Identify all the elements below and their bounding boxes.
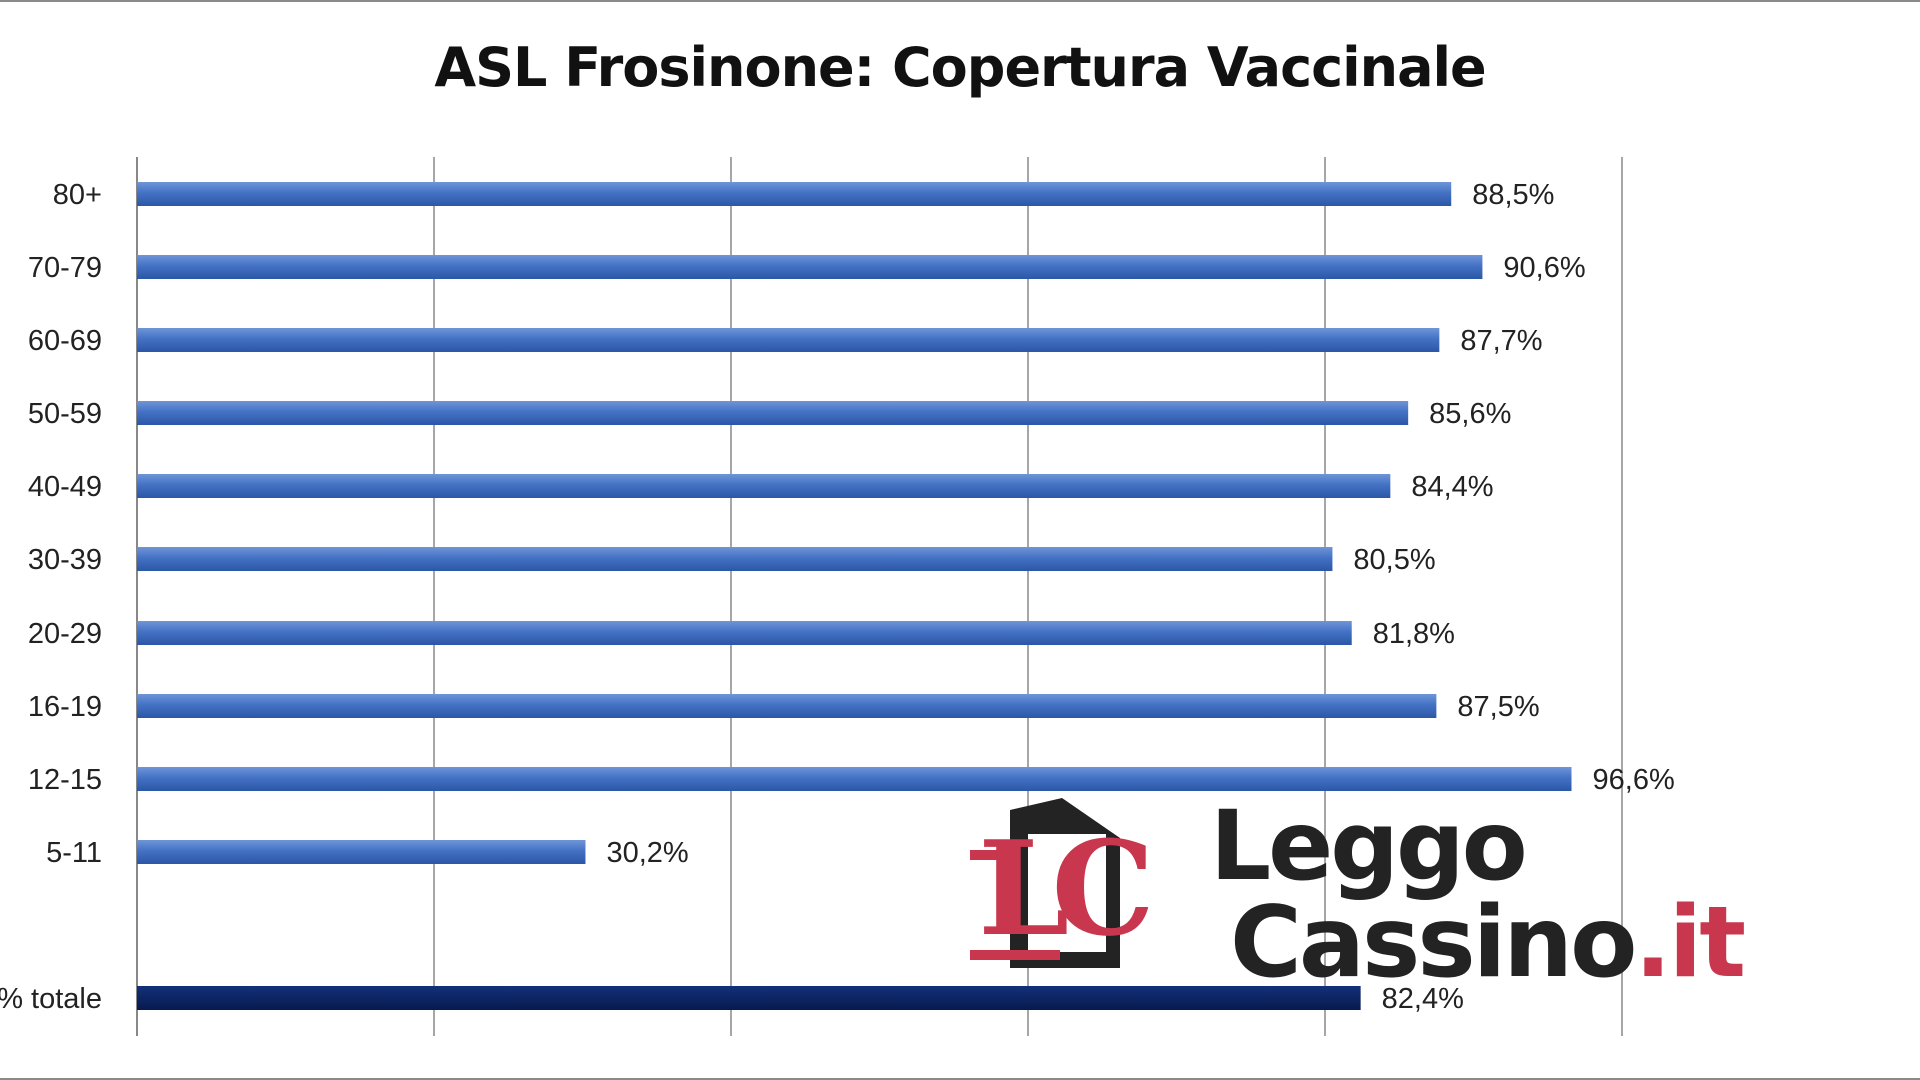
- category-label: 40-49: [28, 471, 102, 503]
- value-labels: 88,5% 90,6% 87,7% 85,6% 84,4% 80,5% 81,8% 87,5%…: [606, 179, 1674, 1015]
- bar-total: [137, 986, 1361, 1010]
- logo-line2: Cassino.it: [1230, 894, 1746, 992]
- bar: [137, 547, 1333, 571]
- data-label: 30,2%: [606, 837, 688, 869]
- watermark-logo: LC Leggo Cassino.it: [970, 790, 1870, 992]
- bar: [137, 401, 1409, 425]
- logo-line1: Leggo: [1210, 790, 1528, 902]
- logo-line2-suffix: .it: [1634, 886, 1746, 1000]
- gridlines: [136, 157, 1623, 1036]
- category-label: 50-59: [28, 398, 102, 430]
- data-label: 85,6%: [1429, 398, 1511, 430]
- data-label: 84,4%: [1411, 471, 1493, 503]
- logo-letters: LC: [978, 812, 1155, 965]
- bar: [137, 840, 586, 864]
- category-label: 60-69: [28, 325, 102, 357]
- data-label: 81,8%: [1373, 618, 1455, 650]
- data-label: 96,6%: [1593, 764, 1675, 796]
- category-labels: 80+ 70-79 60-69 50-59 40-49 30-39 20-29 16-19 12…: [0, 179, 102, 1015]
- data-label: 80,5%: [1353, 544, 1435, 576]
- category-label: 20-29: [28, 618, 102, 650]
- chart-title: ASL Frosinone: Copertura Vaccinale: [434, 36, 1486, 99]
- data-label: 82,4%: [1382, 983, 1464, 1015]
- category-label: 5-11: [46, 837, 102, 869]
- logo-line2-main: Cassino: [1230, 886, 1637, 1000]
- category-label: 70-79: [28, 252, 102, 284]
- category-label: % totale: [0, 983, 102, 1015]
- bars: [137, 182, 1572, 1010]
- bar: [137, 182, 1452, 206]
- category-label: 12-15: [28, 764, 102, 796]
- bar: [137, 621, 1352, 645]
- data-label: 87,7%: [1460, 325, 1542, 357]
- bar: [137, 328, 1440, 352]
- bar: [137, 474, 1391, 498]
- bar: [137, 694, 1437, 718]
- data-label: 90,6%: [1503, 252, 1585, 284]
- data-label: 87,5%: [1457, 691, 1539, 723]
- category-label: 16-19: [28, 691, 102, 723]
- category-label: 80+: [53, 179, 102, 211]
- category-label: 30-39: [28, 544, 102, 576]
- data-label: 88,5%: [1472, 179, 1554, 211]
- bar: [137, 255, 1483, 279]
- logo-icon: [970, 798, 1120, 968]
- bar: [137, 767, 1572, 791]
